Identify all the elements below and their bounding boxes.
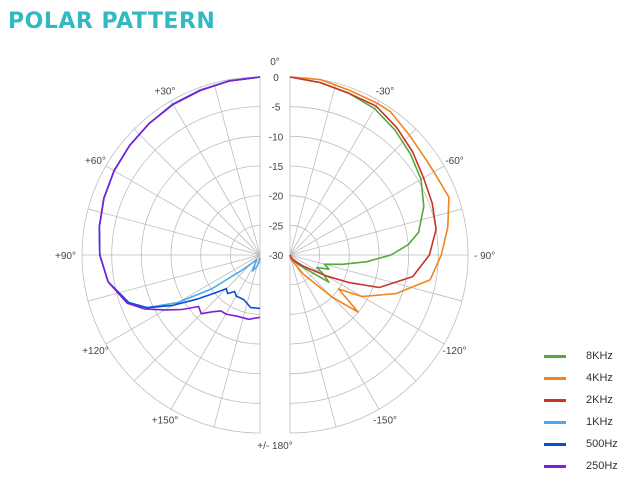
grid-spoke <box>289 254 417 382</box>
legend-swatch <box>544 420 566 424</box>
legend-label: 250Hz <box>586 460 618 472</box>
legend-label: 2KHz <box>586 394 613 406</box>
legend-item: 1KHz <box>544 411 636 433</box>
legend-label: 500Hz <box>586 438 618 450</box>
grid-spoke <box>289 128 417 256</box>
angle-label: -120° <box>443 346 467 357</box>
angle-label: - 90° <box>474 251 495 262</box>
angle-label: +120° <box>82 346 109 357</box>
series-4khz-line <box>289 76 450 313</box>
legend-label: 8KHz <box>586 350 613 362</box>
polar-grid-left <box>81 76 261 434</box>
grid-spoke <box>289 100 380 256</box>
r-tick-label: -15 <box>269 162 284 173</box>
legend-item: 500Hz <box>544 433 636 455</box>
grid-spoke <box>87 254 261 302</box>
r-tick-label: 0 <box>273 73 279 84</box>
angle-label: -60° <box>445 156 463 167</box>
legend-swatch <box>544 354 566 358</box>
grid-spoke <box>289 254 445 345</box>
legend-swatch <box>544 464 566 468</box>
r-tick-label: -10 <box>269 132 284 143</box>
angle-label: -150° <box>373 416 397 427</box>
grid-spoke <box>289 165 445 256</box>
grid-spoke <box>170 100 261 256</box>
legend-item: 2KHz <box>544 389 636 411</box>
series-2khz-line <box>289 76 437 289</box>
legend-item: 250Hz <box>544 455 636 477</box>
series-8khz-line <box>289 76 425 283</box>
angle-label: 0° <box>270 57 280 68</box>
legend-item: 4KHz <box>544 367 636 389</box>
grid-spoke <box>133 128 261 256</box>
r-tick-label: -20 <box>269 192 284 203</box>
legend-label: 4KHz <box>586 372 613 384</box>
series-layer <box>98 76 450 321</box>
legend-label: 1KHz <box>586 416 613 428</box>
grid-spoke <box>170 254 261 410</box>
angle-label: +150° <box>152 416 179 427</box>
polar-grid-right <box>289 76 469 434</box>
grid-spoke <box>289 82 337 256</box>
grid-spoke <box>289 254 380 410</box>
grid-spoke <box>289 254 463 302</box>
grid-spoke <box>133 254 261 382</box>
legend-swatch <box>544 442 566 446</box>
r-tick-label: -25 <box>269 221 284 232</box>
angle-label: +30° <box>155 86 176 97</box>
legend-swatch <box>544 376 566 380</box>
legend: 8KHz 4KHz 2KHz 1KHz 500Hz 250Hz <box>544 345 636 477</box>
label-layer: 0 -5 -10 -15 -20 -25 -30 0° +30° +60° +90° +120° +15… <box>55 57 495 452</box>
grid-spoke <box>105 165 261 256</box>
r-tick-label: -30 <box>269 251 284 262</box>
angle-label: +60° <box>85 156 106 167</box>
grid-spoke <box>289 208 463 256</box>
angle-label: +90° <box>55 251 76 262</box>
r-tick-label: -5 <box>272 103 281 114</box>
legend-swatch <box>544 398 566 402</box>
grid-spoke <box>289 254 337 428</box>
series-1khz-line <box>98 76 261 309</box>
legend-item: 8KHz <box>544 345 636 367</box>
page-title: POLAR PATTERN <box>8 9 216 34</box>
series-250hz-line <box>98 76 261 321</box>
grid-spoke <box>213 254 261 428</box>
grid-spoke <box>105 254 261 345</box>
angle-label: +/- 180° <box>257 441 292 452</box>
grid-spoke <box>87 208 261 256</box>
angle-label: -30° <box>376 86 394 97</box>
grid-spoke <box>213 82 261 256</box>
